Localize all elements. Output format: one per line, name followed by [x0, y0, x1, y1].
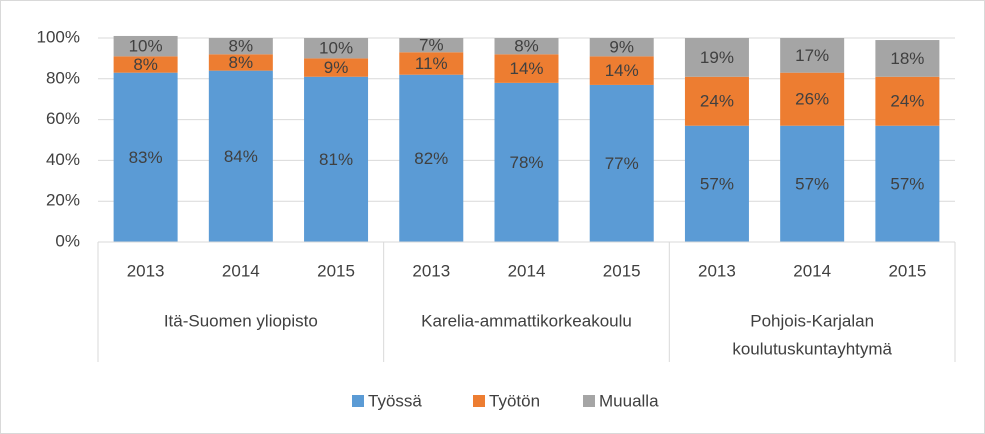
bar-segment: [208, 38, 273, 55]
data-label: 18%: [890, 49, 924, 68]
bar-segment: [684, 76, 749, 126]
data-label: 57%: [890, 174, 924, 193]
data-label: 17%: [795, 46, 829, 65]
data-label: 19%: [700, 48, 734, 67]
x-tick-label: 2015: [603, 261, 641, 280]
data-label: 84%: [224, 147, 258, 166]
bar-segment: [780, 38, 845, 73]
y-tick-label: 80%: [46, 68, 80, 87]
bar-segment: [494, 38, 559, 55]
legend-swatch: [473, 395, 485, 407]
data-label: 77%: [605, 154, 639, 173]
data-label: 11%: [415, 54, 448, 73]
legend-label: Muualla: [599, 391, 659, 410]
legend-swatch: [583, 395, 595, 407]
y-tick-label: 60%: [46, 109, 80, 128]
group-label: koulutuskuntayhtymä: [732, 339, 892, 358]
data-label: 8%: [514, 37, 539, 56]
group-label: Karelia-ammattikorkeakoulu: [421, 311, 632, 330]
bar-segment: [399, 52, 464, 75]
x-tick-label: 2014: [508, 261, 546, 280]
data-label: 10%: [319, 39, 353, 58]
data-label: 14%: [509, 59, 543, 78]
bar-segment: [113, 56, 178, 73]
legend-swatch: [352, 395, 364, 407]
data-label: 24%: [700, 92, 734, 111]
data-label: 24%: [890, 92, 924, 111]
bar-segment: [875, 125, 940, 242]
y-tick-label: 40%: [46, 150, 80, 169]
bar-segment: [208, 54, 273, 71]
x-tick-label: 2013: [412, 261, 450, 280]
bar-segment: [589, 84, 654, 242]
data-label: 78%: [509, 153, 543, 172]
legend-label: Työssä: [368, 391, 422, 410]
bar-segment: [589, 38, 654, 57]
bar-segment: [494, 82, 559, 242]
data-label: 9%: [324, 58, 349, 77]
data-label: 7%: [419, 36, 444, 55]
bar-segment: [589, 56, 654, 85]
bar-segment: [875, 76, 940, 126]
x-tick-label: 2014: [793, 261, 831, 280]
data-label: 83%: [129, 148, 163, 167]
data-label: 10%: [129, 37, 163, 56]
bar-segment: [875, 40, 940, 77]
bar-segment: [304, 38, 369, 59]
data-label: 8%: [229, 53, 254, 72]
bar-segment: [684, 125, 749, 242]
bar-segment: [780, 125, 845, 242]
data-label: 8%: [133, 55, 158, 74]
x-tick-label: 2014: [222, 261, 260, 280]
y-tick-label: 20%: [46, 191, 80, 210]
data-label: 57%: [700, 174, 734, 193]
bar-segment: [494, 54, 559, 83]
bar-segment: [208, 70, 273, 242]
data-label: 81%: [319, 150, 353, 169]
bar-segment: [780, 72, 845, 126]
bar-segment: [399, 38, 464, 53]
data-label: 8%: [229, 37, 254, 56]
x-tick-label: 2015: [317, 261, 355, 280]
bar-segment: [304, 76, 369, 242]
x-tick-label: 2013: [698, 261, 736, 280]
bar-segment: [399, 74, 464, 242]
x-tick-label: 2013: [127, 261, 165, 280]
data-label: 14%: [605, 61, 639, 80]
y-tick-label: 0%: [55, 231, 80, 250]
bar-segment: [304, 58, 369, 77]
bar-segment: [684, 38, 749, 77]
y-tick-label: 100%: [37, 27, 80, 46]
legend-label: Työtön: [489, 391, 540, 410]
data-label: 9%: [609, 38, 634, 57]
data-label: 57%: [795, 174, 829, 193]
bar-segment: [113, 72, 178, 243]
group-label: Itä-Suomen yliopisto: [164, 311, 318, 330]
data-label: 82%: [414, 149, 448, 168]
x-tick-label: 2015: [888, 261, 926, 280]
bar-segment: [113, 35, 178, 57]
data-label: 26%: [795, 90, 829, 109]
group-label: Pohjois-Karjalan: [750, 311, 874, 330]
